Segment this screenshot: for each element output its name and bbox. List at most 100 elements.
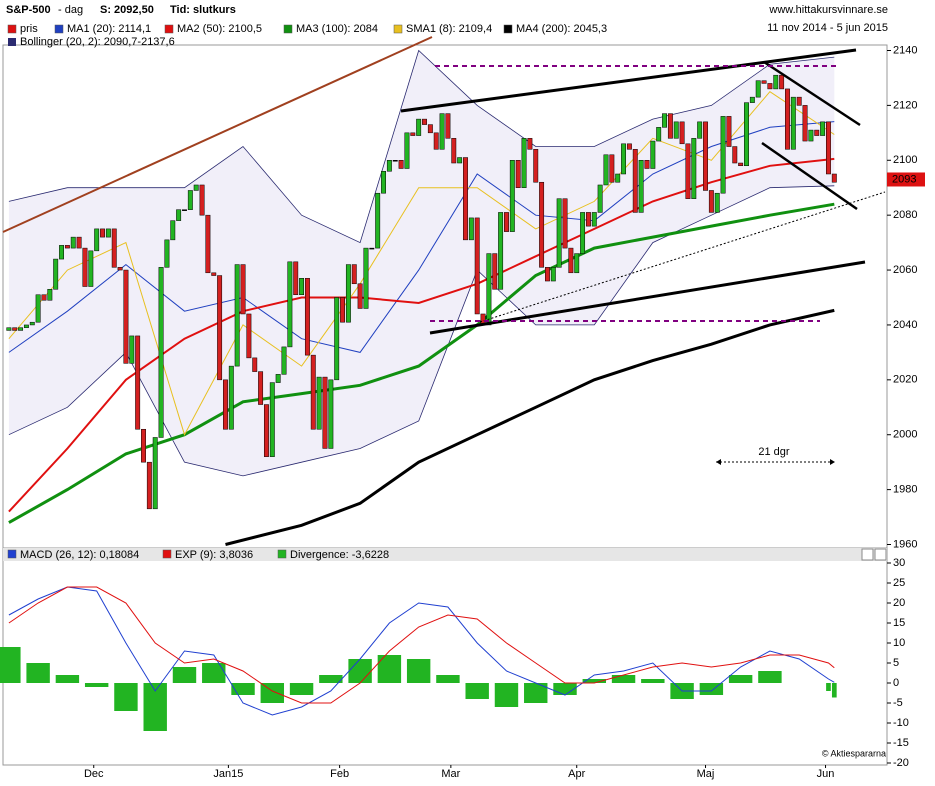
y-tick-label: -20 [893, 757, 909, 769]
candle [410, 132, 416, 136]
last-value-tag [887, 172, 925, 187]
candle [673, 121, 679, 139]
bollinger-line [8, 185, 835, 477]
candle [386, 160, 392, 172]
legend-label: MA4 (200): 2045,3 [516, 23, 607, 35]
date-range: 11 nov 2014 - 5 jun 2015 [767, 22, 888, 34]
y-tick-label: 2120 [893, 99, 917, 111]
candle [509, 160, 515, 232]
candle [258, 371, 264, 405]
candle [404, 132, 410, 169]
y-tick-label: 0 [893, 677, 899, 689]
candle [322, 376, 328, 449]
candle [591, 212, 597, 227]
candle [82, 247, 88, 287]
candle [135, 335, 141, 430]
legend-swatch [8, 38, 16, 46]
candle [457, 157, 463, 164]
y-tick-label: 2020 [893, 374, 917, 386]
candle [158, 267, 164, 438]
candle [767, 83, 773, 90]
candle [357, 283, 363, 309]
candle [556, 198, 562, 268]
candle [814, 129, 820, 136]
candle [615, 173, 621, 183]
candle [802, 105, 808, 142]
candle [550, 267, 556, 282]
y-tick-label: 5 [893, 657, 899, 669]
y-tick-label: 10 [893, 637, 905, 649]
candle [228, 365, 234, 430]
candle [223, 379, 228, 430]
candle [486, 253, 492, 326]
divergence-bar [582, 679, 606, 683]
bollinger-line [8, 49, 835, 244]
candle [773, 74, 779, 90]
legend-swatch [7, 549, 17, 559]
y-tick-label: -10 [893, 717, 909, 729]
divergence-bar [494, 683, 519, 707]
candle [539, 181, 545, 268]
divergence-bar [553, 683, 577, 695]
candle [293, 261, 299, 296]
legend-label: EXP (9): 3,8036 [175, 549, 253, 561]
candle [275, 374, 281, 383]
candle [287, 261, 293, 348]
candle [117, 267, 123, 271]
candle [176, 209, 182, 221]
candle [749, 96, 755, 103]
drawings [2, 36, 886, 465]
panel-button[interactable] [861, 548, 874, 561]
candle [521, 138, 527, 188]
candle [726, 116, 732, 147]
candle [345, 264, 351, 323]
macd-line [8, 586, 835, 716]
price-type: Tid: slutkurs [170, 4, 236, 16]
macd-panel [2, 547, 888, 766]
candle [515, 160, 521, 188]
legend-label: SMA1 (8): 2109,4 [406, 23, 492, 35]
legend-swatch [162, 549, 172, 559]
divergence-bar [377, 655, 402, 683]
candle [246, 313, 252, 359]
divergence-bar [436, 675, 460, 683]
candle [703, 121, 708, 191]
copyright: © Aktiespararna [822, 748, 886, 758]
candle [790, 96, 796, 150]
candle [826, 121, 831, 175]
candle [527, 138, 533, 150]
panel-button[interactable] [874, 548, 887, 561]
support-line [479, 191, 886, 323]
candle [708, 190, 714, 213]
divergence-bar [728, 675, 753, 683]
divergence-bar [0, 647, 21, 683]
divergence-bar [319, 675, 343, 683]
y-tick-label: 2140 [893, 44, 917, 56]
candle [422, 118, 427, 125]
candle [164, 239, 170, 268]
divergence-bar [406, 659, 431, 683]
candle [697, 121, 703, 139]
candle [304, 278, 310, 356]
y-tick-label: 1960 [893, 538, 917, 550]
trend-line [2, 36, 433, 233]
candle [644, 160, 650, 169]
candle [76, 236, 82, 249]
candle [41, 294, 47, 301]
candle [6, 327, 12, 331]
candle [35, 294, 41, 323]
candle [59, 245, 64, 260]
candle [632, 149, 638, 213]
candle [667, 113, 673, 139]
candle [416, 118, 422, 136]
y-tick-label: 2100 [893, 154, 917, 166]
candle [691, 138, 697, 199]
legend-label: pris [20, 23, 38, 35]
divergence-bar [758, 671, 782, 683]
candle [375, 192, 381, 249]
legend-label: MA3 (100): 2084 [296, 23, 378, 35]
candle [463, 157, 468, 241]
candle [152, 437, 158, 510]
candle [310, 354, 316, 430]
legend-label: MA2 (50): 2100,5 [177, 23, 262, 35]
